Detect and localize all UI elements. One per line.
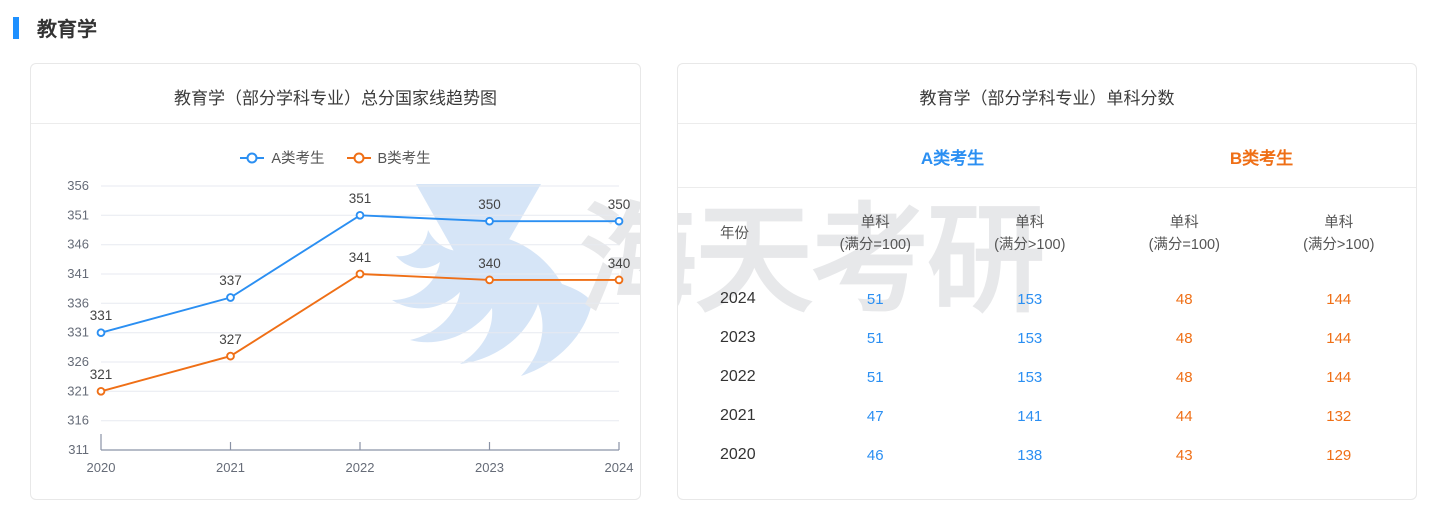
svg-text:341: 341 <box>349 250 372 265</box>
svg-text:331: 331 <box>67 325 89 340</box>
svg-text:316: 316 <box>67 413 89 428</box>
svg-text:356: 356 <box>67 178 89 193</box>
svg-text:2022: 2022 <box>346 460 375 475</box>
svg-text:311: 311 <box>68 442 89 457</box>
svg-text:340: 340 <box>608 256 631 271</box>
svg-text:351: 351 <box>349 191 372 206</box>
svg-text:351: 351 <box>67 207 89 222</box>
svg-text:2020: 2020 <box>87 460 116 475</box>
svg-text:337: 337 <box>219 273 242 288</box>
svg-text:336: 336 <box>67 295 89 310</box>
svg-text:321: 321 <box>90 367 113 382</box>
svg-text:346: 346 <box>67 237 89 252</box>
svg-text:327: 327 <box>219 332 242 347</box>
svg-text:341: 341 <box>67 266 89 281</box>
svg-text:326: 326 <box>67 354 89 369</box>
svg-text:321: 321 <box>67 383 89 398</box>
svg-text:2021: 2021 <box>216 460 245 475</box>
svg-text:350: 350 <box>608 197 631 212</box>
svg-text:2024: 2024 <box>605 460 634 475</box>
svg-text:2023: 2023 <box>475 460 504 475</box>
svg-text:350: 350 <box>478 197 501 212</box>
svg-text:340: 340 <box>478 256 501 271</box>
svg-text:331: 331 <box>90 308 113 323</box>
